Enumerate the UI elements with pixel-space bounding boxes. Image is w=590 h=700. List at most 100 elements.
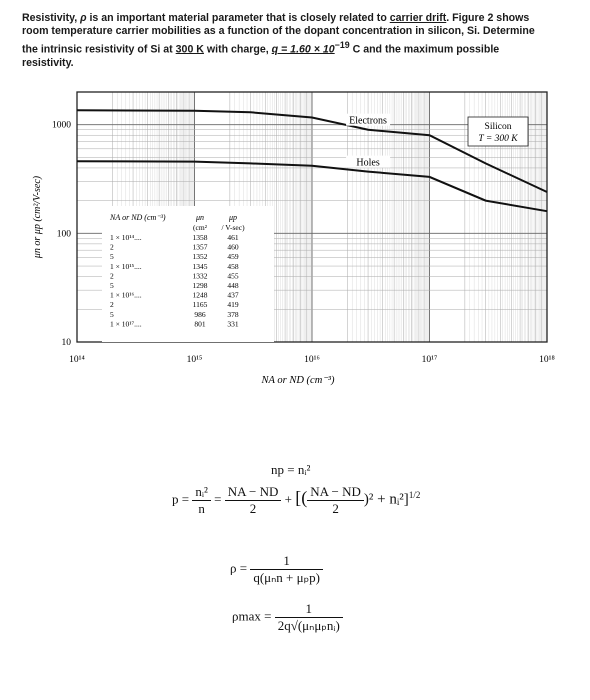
mobility-table: NA or ND (cm⁻³) μn μp (cm² / V-sec) 1 × 10¹⁴.… [102,206,274,342]
problem-text: room temperature carrier mobilities as a… [22,25,535,38]
eq-text: = [214,491,222,507]
table-background [102,206,274,342]
table-cell-mobility: 1352 [193,252,208,261]
table-cell-mobility: 1332 [193,271,208,280]
plot-frame [76,91,548,343]
chart-series: Electrons Holes [76,109,548,213]
problem-text: Resistivity, [22,12,81,24]
eq-text: )² + nᵢ²] [363,491,409,508]
charge-text: q = 1.60 × 10 [271,43,335,56]
series-label-electrons: Electrons [349,116,387,127]
table-cell-mobility: 1357 [193,243,208,252]
eq-rho-max: ρmax = 1 2q√(μₙμₚnᵢ) [232,601,343,634]
table-cell-mobility: 1165 [193,300,208,309]
eq-num: NA − ND [307,484,364,501]
rho-symbol: ρ [80,12,87,24]
problem-text: with charge, [203,43,272,56]
y-tick-label: 100 [57,229,72,239]
eq-den: n [198,501,205,516]
silicon-label: Silicon [485,122,512,132]
series-label-bg [346,155,391,168]
silicon-box [467,116,529,147]
series-label-holes: Holes [356,158,379,169]
eq-rho: ρ = 1 q(μₙn + μₚp) [230,553,324,586]
table-header: NA or ND (cm⁻³) [109,213,166,222]
temperature-text: 300 K [175,43,204,56]
table-unit: (cm² [193,223,208,232]
table-cell-concentration: 5 [110,310,114,319]
table-cell-concentration: 2 [110,243,114,252]
eq-num: NA − ND [224,484,282,501]
eq-text: ρ = [230,560,248,576]
eq-text: ρmax = [232,608,272,624]
mobility-chart: Electrons Holes 10¹⁴ 10¹⁵ 10¹⁶ 10¹⁷ 10¹⁸ 10 100… [32,91,555,386]
temperature-label: T = 300 K [478,134,518,144]
silicon-label-box: Silicon T = 300 K [467,116,529,147]
table-cell-mobility: 1345 [193,262,208,271]
x-tick-label: 10¹⁶ [304,355,320,365]
eq-p: p = nᵢ² n = NA − ND 2 + [(NA − ND 2)² + nᵢ²… [172,484,420,517]
problem-text: resistivity. [22,56,74,69]
x-tick-label: 10¹⁷ [422,355,438,365]
eq-num: nᵢ² [192,484,211,501]
problem-text: is an important material parameter that … [86,12,390,24]
table-cell-mobility: 458 [227,262,239,271]
table-cell-concentration: 5 [110,252,114,261]
eq-text: + [284,491,292,507]
charge-exponent: −19 [334,39,350,50]
x-axis-label: NA or ND (cm⁻³) [261,375,335,386]
table-cell-mobility: 460 [227,243,239,252]
table-cell-concentration: 1 × 10¹⁵.... [110,262,142,271]
carrier-drift-text: carrier drift [389,12,447,24]
problem-text: C and the maximum possible [349,43,500,56]
table-cell-concentration: 2 [110,271,114,280]
table-header: μn [195,213,204,222]
table-cell-mobility: 1358 [193,233,208,242]
problem-statement: Resistivity, ρ is an important material … [22,12,562,70]
table-cell-mobility: 378 [227,310,239,319]
eq-num: 1 [274,601,343,618]
table-cell-concentration: 2 [110,300,114,309]
eq-text: [( [295,487,308,508]
x-tick-label: 10¹⁵ [187,355,203,365]
eq-fraction: NA − ND 2 [224,484,282,517]
table-unit: / V-sec) [221,223,245,232]
eq-den: 2q√(μₙμₚnᵢ) [277,618,340,633]
eq-exponent: 1/2 [408,490,421,501]
table-cell-mobility: 437 [227,291,239,300]
eq-den: 2 [249,501,257,516]
y-axis-label: μn or μp (cm²/V-sec) [32,175,43,259]
problem-text: . Figure 2 shows [446,12,530,24]
eq-fraction: 1 2q√(μₙμₚnᵢ) [274,601,343,634]
table-cell-mobility: 986 [194,310,206,319]
series-line-holes [76,160,548,213]
x-tick-label: 10¹⁴ [69,355,85,365]
table-cell-concentration: 1 × 10¹⁶.... [110,291,142,300]
table-cell-mobility: 801 [194,319,206,328]
table-cell-mobility: 455 [227,271,239,280]
table-cell-mobility: 331 [227,319,239,328]
table-cell-mobility: 459 [227,252,239,261]
eq-fraction: nᵢ² n [192,484,211,517]
series-line-electrons [76,109,548,193]
table-cell-concentration: 1 × 10¹⁷.... [110,319,142,328]
problem-text: the intrinsic resistivity of Si at [22,43,176,56]
chart-ticks: 10¹⁴ 10¹⁵ 10¹⁶ 10¹⁷ 10¹⁸ 10 100 1000 [52,121,555,365]
table-cell-concentration: 5 [110,281,114,290]
table-cell-mobility: 1298 [193,281,208,290]
y-tick-label: 1000 [52,121,71,131]
eq-fraction: 1 q(μₙn + μₚp) [250,553,324,586]
table-cell-mobility: 1248 [193,291,208,300]
eq-num: 1 [250,553,324,570]
table-cell-concentration: 1 × 10¹⁴.... [110,233,142,242]
eq-den: 2 [332,501,339,516]
eq-den: q(μₙn + μₚp) [253,570,321,585]
x-tick-label: 10¹⁸ [539,355,555,365]
series-label-bg [346,113,391,126]
y-tick-label: 10 [62,338,72,348]
table-header: μp [228,213,237,222]
table-cell-mobility: 419 [227,300,239,309]
table-cell-mobility: 448 [227,281,239,290]
eq-fraction: NA − ND 2 [307,484,364,517]
eq-text: p = [172,491,190,507]
